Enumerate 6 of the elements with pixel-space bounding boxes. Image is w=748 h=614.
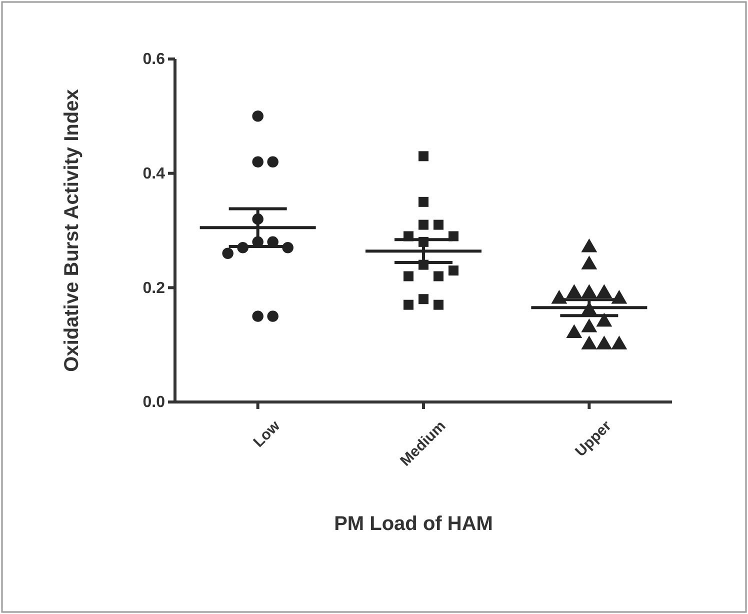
y-tick-label: 0.6 xyxy=(142,51,166,68)
y-axis-title: Oxidative Burst Activity Index xyxy=(61,89,83,372)
y-tick-label: 0.2 xyxy=(142,280,166,297)
y-tick-label: 0.4 xyxy=(142,165,166,182)
y-tick-label: 0.0 xyxy=(142,394,166,412)
x-axis-title: PM Load of HAM xyxy=(334,513,493,535)
